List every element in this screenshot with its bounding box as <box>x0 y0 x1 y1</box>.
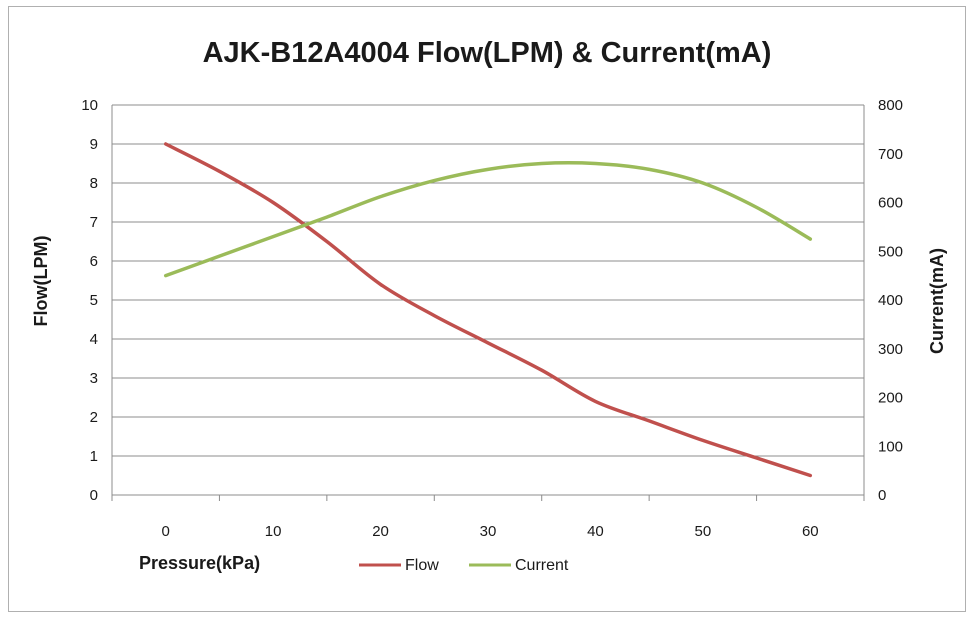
x-tick-label: 0 <box>162 523 170 540</box>
legend: Flow Current <box>359 557 569 574</box>
chart-svg: AJK-B12A4004 Flow(LPM) & Current(mA) 0 1 2… <box>31 37 947 574</box>
x-tick-label: 10 <box>265 523 282 540</box>
x-tick-label: 50 <box>695 523 712 540</box>
y-right-tick-label: 600 <box>878 195 903 212</box>
y-left-tick-label: 2 <box>90 409 98 426</box>
y-left-tick-label: 3 <box>90 370 98 387</box>
grid-lines <box>111 104 865 501</box>
y-right-tick-label: 500 <box>878 243 903 260</box>
x-tick-label: 30 <box>480 523 497 540</box>
y-left-tick-label: 9 <box>90 136 98 153</box>
y-right-tick-label: 200 <box>878 390 903 407</box>
y-left-tick-label: 4 <box>90 331 98 348</box>
y-axis-right-title: Current(mA) <box>927 248 947 354</box>
y-right-tick-label: 700 <box>878 146 903 163</box>
y-right-tick-label: 800 <box>878 97 903 114</box>
y-right-tick-label: 0 <box>878 487 886 504</box>
x-tick-label: 20 <box>372 523 389 540</box>
legend-current-label: Current <box>515 557 569 574</box>
series-line-flow <box>163 142 813 478</box>
chart-frame: AJK-B12A4004 Flow(LPM) & Current(mA) 0 1 2… <box>8 6 966 612</box>
x-axis-title: Pressure(kPa) <box>139 553 260 573</box>
legend-flow-label: Flow <box>405 557 439 574</box>
series-lines <box>163 142 813 478</box>
x-tick-label: 40 <box>587 523 604 540</box>
y-left-tick-label: 5 <box>90 292 98 309</box>
y-left-tick-label: 8 <box>90 175 98 192</box>
chart-title: AJK-B12A4004 Flow(LPM) & Current(mA) <box>203 37 772 69</box>
y-left-tick-label: 10 <box>81 97 98 114</box>
y-left-tick-label: 0 <box>90 487 98 504</box>
y-axis-left-title: Flow(LPM) <box>31 236 51 327</box>
series-line-current <box>163 161 813 278</box>
y-right-tick-label: 400 <box>878 292 903 309</box>
y-right-tick-label: 100 <box>878 438 903 455</box>
y-left-tick-label: 6 <box>90 253 98 270</box>
y-left-tick-label: 1 <box>90 448 98 465</box>
y-right-tick-label: 300 <box>878 341 903 358</box>
y-left-tick-label: 7 <box>90 214 98 231</box>
x-tick-label: 60 <box>802 523 819 540</box>
